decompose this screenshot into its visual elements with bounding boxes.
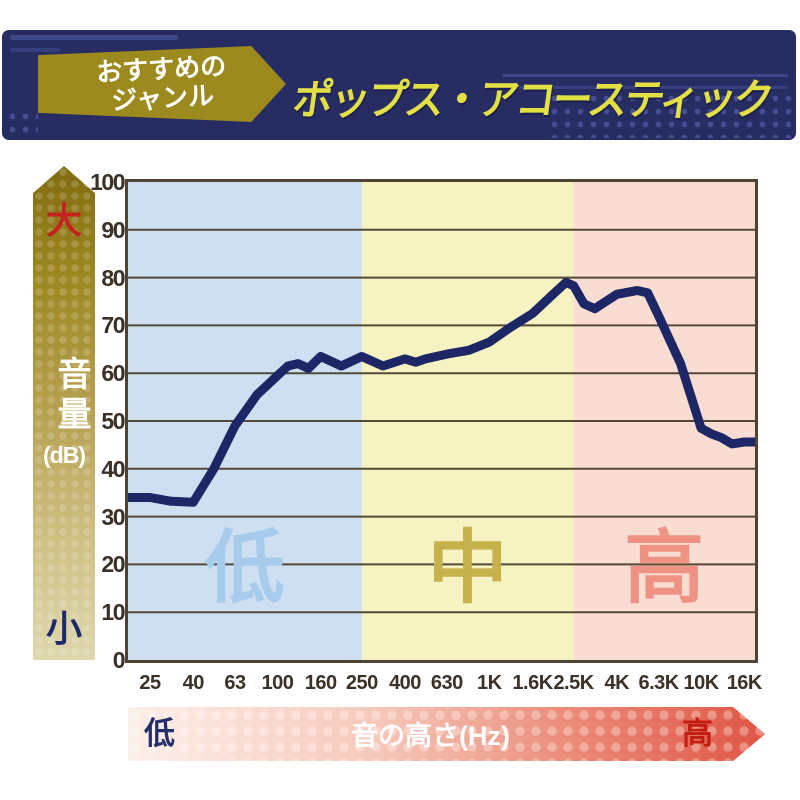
x-tick-label: 63 bbox=[224, 672, 246, 694]
x-tick-label: 1K bbox=[476, 672, 502, 694]
halftone-dots-pattern bbox=[128, 707, 765, 761]
x-tick-label: 630 bbox=[430, 672, 463, 694]
x-tick-label: 10K bbox=[683, 672, 719, 694]
x-tick-label: 25 bbox=[139, 672, 161, 694]
pitch-low-label: 低 bbox=[144, 716, 175, 751]
y-tick-label: 0 bbox=[112, 647, 126, 673]
y-tick-label: 50 bbox=[101, 408, 125, 434]
y-tick-label: 30 bbox=[101, 503, 125, 530]
volume-max-label: 大 bbox=[45, 200, 82, 241]
eq-curve bbox=[128, 277, 755, 507]
y-tick-label: 10 bbox=[101, 599, 125, 626]
volume-min-label: 小 bbox=[45, 608, 82, 649]
halftone-dots-pattern bbox=[33, 166, 95, 660]
halftone-dots-pattern bbox=[6, 110, 38, 138]
y-tick-label: 90 bbox=[101, 216, 125, 243]
decorative-line bbox=[502, 74, 788, 77]
y-tick-label: 80 bbox=[101, 264, 125, 291]
decorative-dash bbox=[10, 48, 60, 52]
zone-watermark-2: 中 bbox=[428, 524, 508, 613]
header-banner: おすすめの ジャンル ポップス・アコースティック bbox=[2, 30, 796, 140]
recommended-genre-badge: おすすめの ジャンル bbox=[38, 46, 286, 122]
pitch-high-label: 高 bbox=[682, 716, 713, 751]
volume-axis-arrow: 大 音量 (dB) 小 bbox=[33, 166, 95, 660]
x-tick-label: 4K bbox=[604, 672, 630, 694]
frequency-response-chart: 低中高 bbox=[125, 179, 758, 663]
y-tick-label: 70 bbox=[101, 312, 125, 339]
x-tick-label: 2.5K bbox=[553, 672, 594, 694]
x-tick-label: 40 bbox=[182, 672, 205, 694]
zone-watermark-1: 低 bbox=[205, 524, 285, 613]
halftone-dots-pattern bbox=[548, 92, 792, 138]
y-tick-label: 100 bbox=[90, 169, 125, 195]
genre-title: ポップス・アコースティック bbox=[290, 76, 775, 123]
x-tick-label: 100 bbox=[261, 672, 294, 694]
x-tick-label: 1.6K bbox=[512, 672, 553, 694]
x-tick-label: 16K bbox=[726, 672, 763, 694]
volume-unit-label: (dB) bbox=[43, 442, 86, 468]
volume-axis-label: 音量 bbox=[52, 356, 90, 436]
x-tick-label: 6.3K bbox=[638, 672, 679, 694]
pitch-axis-label: 音の高さ(Hz) bbox=[351, 721, 510, 751]
y-tick-label: 40 bbox=[101, 455, 125, 482]
x-tick-label: 250 bbox=[345, 672, 378, 694]
x-tick-label: 400 bbox=[389, 672, 421, 694]
chart-canvas: 低中高 bbox=[128, 182, 755, 660]
zone-watermark-3: 高 bbox=[624, 524, 704, 613]
y-tick-label: 60 bbox=[101, 360, 125, 387]
pitch-axis-arrow: 低 音の高さ(Hz) 高 bbox=[128, 707, 765, 761]
x-tick-label: 160 bbox=[304, 672, 337, 694]
decorative-dash bbox=[10, 35, 178, 40]
decorative-line bbox=[518, 86, 788, 89]
y-tick-label: 20 bbox=[101, 551, 125, 578]
badge-label-line2: ジャンル bbox=[110, 80, 215, 116]
badge-label: おすすめの ジャンル bbox=[95, 51, 229, 117]
